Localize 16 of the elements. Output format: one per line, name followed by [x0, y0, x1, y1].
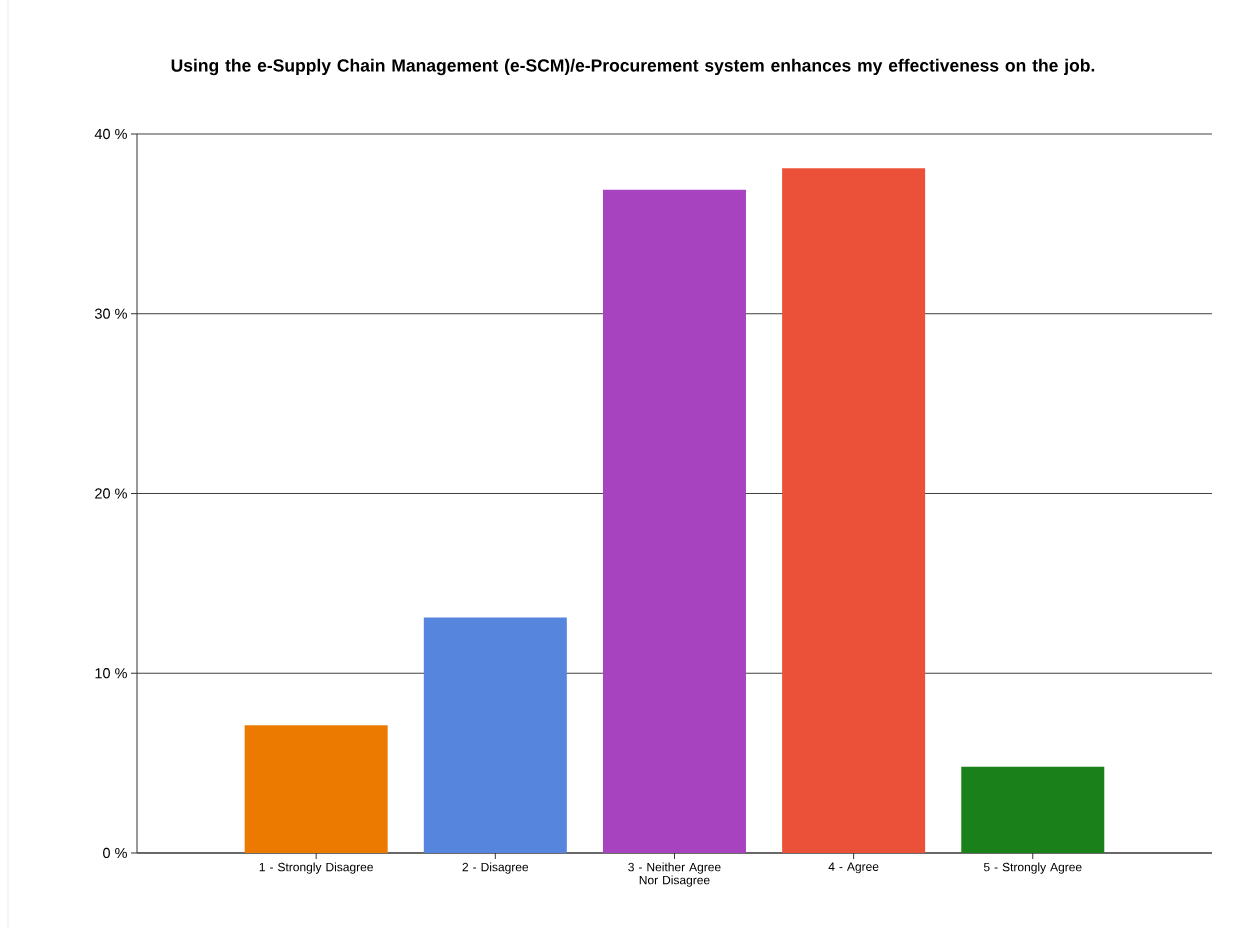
bar — [244, 725, 388, 853]
x-tick-label: 2 - Disagree — [462, 862, 529, 874]
x-tick-label: 5 - Strongly Agree — [983, 862, 1082, 874]
bar — [423, 617, 567, 853]
bar — [602, 189, 746, 853]
bar — [782, 168, 926, 853]
bar — [961, 766, 1105, 853]
y-tick-label: 20 % — [95, 488, 127, 499]
x-tick-label: 3 - Neither Agree Nor Disagree — [628, 862, 721, 887]
y-tick-label: 40 % — [94, 128, 127, 140]
y-tick-label: 0 % — [103, 847, 127, 859]
x-tick-label: 4 - Agree — [828, 862, 879, 874]
y-tick-label: 10 % — [95, 668, 127, 679]
y-tick-label: 30 % — [94, 308, 127, 319]
chart-title: Using the e-Supply Chain Management (e-SCM)/e-Procurement system enhances my effectiveness on the job. — [171, 58, 1095, 76]
x-tick-label: 1 - Strongly Disagree — [259, 862, 373, 874]
